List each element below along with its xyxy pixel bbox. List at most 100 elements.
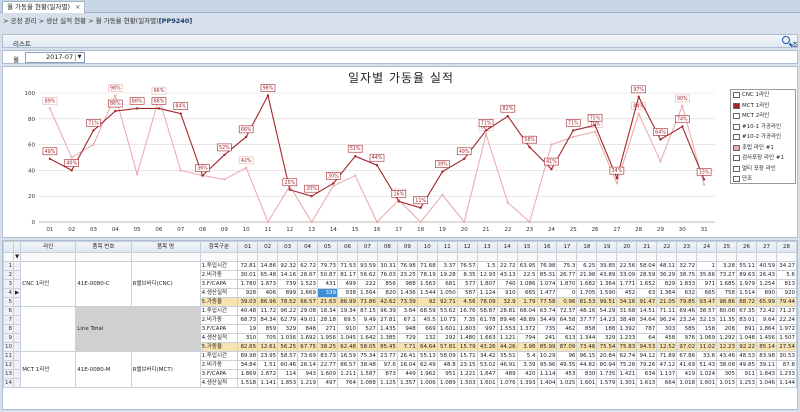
value-cell[interactable]: 28.67 bbox=[297, 270, 319, 280]
table-row[interactable]: 14 4.생산실적 1.518 1.141 1.853 1.219 497 764 1.088 1… bbox=[3, 378, 797, 388]
filter-cell[interactable] bbox=[756, 252, 777, 262]
value-cell[interactable]: 38.75 bbox=[676, 270, 698, 280]
value-cell[interactable]: 19 bbox=[237, 324, 259, 334]
value-cell[interactable]: 28.81 bbox=[496, 306, 518, 316]
filter-cell[interactable] bbox=[616, 252, 638, 262]
value-cell[interactable]: 449 bbox=[396, 369, 418, 379]
value-cell[interactable]: 1.404 bbox=[536, 378, 558, 388]
value-cell[interactable]: 65.48 bbox=[257, 270, 279, 280]
column-header-day[interactable]: 11 bbox=[436, 241, 458, 253]
value-cell[interactable]: 76.57 bbox=[456, 261, 478, 271]
value-cell[interactable]: 681 bbox=[436, 279, 458, 289]
value-cell[interactable]: 1.962 bbox=[416, 369, 438, 379]
value-cell[interactable]: 87.8 bbox=[775, 360, 797, 370]
value-cell[interactable]: 12.61 bbox=[257, 342, 279, 352]
value-cell[interactable]: 81.53 bbox=[576, 297, 598, 307]
value-cell[interactable]: 62.48 bbox=[337, 342, 358, 352]
value-cell[interactable]: 57.81 bbox=[436, 342, 458, 352]
value-cell[interactable]: 976 bbox=[676, 333, 698, 343]
value-cell[interactable]: 53.62 bbox=[436, 306, 458, 316]
value-cell[interactable]: 3.84 bbox=[396, 306, 418, 316]
value-cell[interactable]: 10.29 bbox=[536, 351, 558, 361]
value-cell[interactable]: 830 bbox=[576, 369, 598, 379]
column-header-day[interactable]: 08 bbox=[376, 241, 398, 253]
value-cell[interactable]: 22.56 bbox=[616, 261, 638, 271]
value-cell[interactable]: 1.144 bbox=[775, 378, 797, 388]
value-cell[interactable]: 1.357 bbox=[396, 378, 418, 388]
value-cell[interactable]: 34.42 bbox=[476, 351, 498, 361]
value-cell[interactable]: 60.46 bbox=[277, 360, 299, 370]
value-cell[interactable]: 92.22 bbox=[736, 342, 758, 352]
value-cell[interactable]: 1.221 bbox=[456, 369, 478, 379]
value-cell[interactable]: 34.27 bbox=[775, 261, 797, 271]
value-cell[interactable]: 920 bbox=[775, 288, 797, 298]
value-cell[interactable]: 96 bbox=[556, 351, 578, 361]
value-cell[interactable]: 71.68 bbox=[416, 261, 438, 271]
value-cell[interactable]: 11.02 bbox=[696, 342, 718, 352]
value-cell[interactable]: 1.647 bbox=[476, 369, 498, 379]
value-cell[interactable]: 1.372 bbox=[516, 324, 538, 334]
value-cell[interactable]: 1.013 bbox=[716, 378, 738, 388]
value-cell[interactable]: 76.98 bbox=[536, 261, 558, 271]
value-cell[interactable]: 22.77 bbox=[317, 360, 338, 370]
value-cell[interactable]: 48.89 bbox=[516, 315, 538, 325]
value-cell[interactable]: 66.57 bbox=[297, 297, 319, 307]
value-cell[interactable]: 1.480 bbox=[456, 333, 478, 343]
value-cell[interactable]: 86.96 bbox=[257, 297, 279, 307]
value-cell[interactable]: 705 bbox=[257, 333, 279, 343]
value-cell[interactable]: 14.51 bbox=[636, 306, 658, 316]
value-cell[interactable]: 820 bbox=[376, 288, 398, 298]
value-cell[interactable]: 20.84 bbox=[596, 351, 618, 361]
value-cell[interactable]: 848 bbox=[297, 324, 319, 334]
filter-cell[interactable] bbox=[199, 252, 239, 262]
value-cell[interactable]: 43.89 bbox=[596, 270, 618, 280]
value-cell[interactable]: 85.31 bbox=[536, 270, 558, 280]
value-cell[interactable]: 729 bbox=[396, 333, 418, 343]
value-cell[interactable]: 14.16 bbox=[277, 270, 299, 280]
value-cell[interactable]: 859 bbox=[257, 324, 279, 334]
value-cell[interactable]: 329 bbox=[596, 333, 618, 343]
value-cell[interactable]: 75.3 bbox=[556, 261, 578, 271]
value-cell[interactable]: 1.613 bbox=[636, 378, 658, 388]
value-cell[interactable]: 12.93 bbox=[476, 270, 498, 280]
value-cell[interactable]: 71.86 bbox=[356, 297, 378, 307]
filter-cell[interactable] bbox=[656, 252, 678, 262]
value-cell[interactable]: 97.02 bbox=[676, 342, 698, 352]
value-cell[interactable]: 58.09 bbox=[436, 351, 458, 361]
value-cell[interactable]: 858 bbox=[576, 324, 598, 334]
value-cell[interactable]: 329 bbox=[277, 324, 299, 334]
type-cell[interactable]: 3.F/CAPA bbox=[199, 369, 239, 379]
filter-cell[interactable] bbox=[277, 252, 299, 262]
value-cell[interactable]: 75.83 bbox=[616, 342, 638, 352]
value-cell[interactable]: 1.254 bbox=[756, 279, 777, 289]
value-cell[interactable]: 53.02 bbox=[476, 360, 498, 370]
value-cell[interactable]: 26.14 bbox=[297, 360, 319, 370]
value-cell[interactable]: 1.074 bbox=[536, 279, 558, 289]
value-cell[interactable]: 79.44 bbox=[775, 297, 797, 307]
value-cell[interactable]: 26.77 bbox=[556, 270, 578, 280]
value-cell[interactable]: 1.563 bbox=[416, 279, 438, 289]
value-cell[interactable]: 1.036 bbox=[277, 333, 299, 343]
value-cell[interactable]: 31.68 bbox=[616, 306, 638, 316]
value-cell[interactable]: 83.73 bbox=[317, 351, 338, 361]
value-cell[interactable]: 1.5 bbox=[476, 261, 498, 271]
value-cell[interactable]: 988 bbox=[396, 279, 418, 289]
search-button[interactable]: 조회 bbox=[782, 36, 798, 59]
value-cell[interactable]: 41.69 bbox=[676, 360, 698, 370]
value-cell[interactable]: 82.65 bbox=[237, 342, 259, 352]
value-cell[interactable]: 339 bbox=[317, 288, 338, 298]
value-cell[interactable]: 1.024 bbox=[696, 369, 718, 379]
value-cell[interactable]: 58.05 bbox=[356, 342, 378, 352]
column-header-day[interactable]: 06 bbox=[337, 241, 358, 253]
filter-cell[interactable] bbox=[516, 252, 538, 262]
value-cell[interactable]: 49.85 bbox=[736, 360, 758, 370]
value-cell[interactable]: 310 bbox=[237, 333, 259, 343]
value-cell[interactable]: 51.43 bbox=[696, 360, 718, 370]
value-cell[interactable]: 458 bbox=[656, 333, 678, 343]
filter-cell[interactable] bbox=[3, 252, 14, 262]
value-cell[interactable]: 22.72 bbox=[496, 261, 518, 271]
value-cell[interactable]: 77.58 bbox=[536, 297, 558, 307]
value-cell[interactable]: 96.24 bbox=[656, 315, 678, 325]
value-cell[interactable]: 1.025 bbox=[556, 378, 578, 388]
value-cell[interactable]: 1.089 bbox=[436, 378, 458, 388]
